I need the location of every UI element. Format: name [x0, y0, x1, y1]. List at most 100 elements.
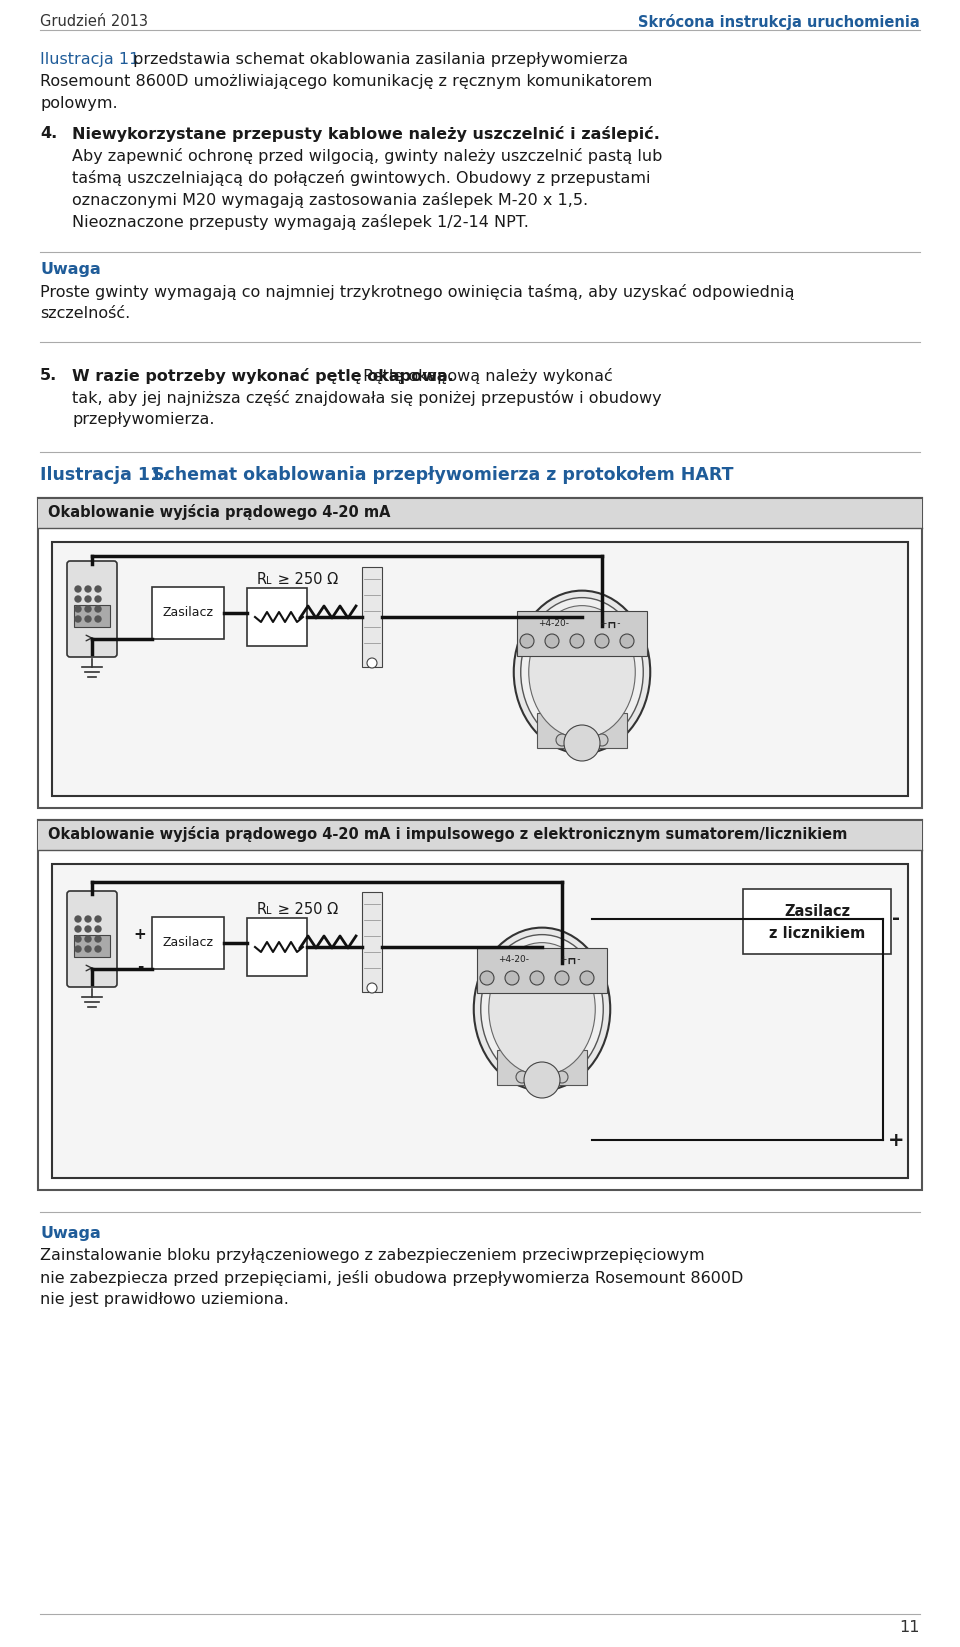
Text: Okablowanie wyjścia prądowego 4-20 mA: Okablowanie wyjścia prądowego 4-20 mA: [48, 504, 391, 520]
Text: R: R: [257, 903, 267, 917]
Circle shape: [556, 735, 568, 746]
Circle shape: [580, 972, 594, 985]
Circle shape: [95, 945, 101, 952]
Text: +┏┓-: +┏┓-: [560, 955, 581, 965]
Text: Zasilacz: Zasilacz: [162, 937, 213, 950]
Circle shape: [367, 983, 377, 993]
Text: Niewykorzystane przepusty kablowe należy uszczelnić i zaślepić.: Niewykorzystane przepusty kablowe należy…: [72, 127, 660, 142]
Text: nie jest prawidłowo uziemiona.: nie jest prawidłowo uziemiona.: [40, 1291, 289, 1308]
Circle shape: [75, 606, 81, 613]
Text: nie zabezpiecza przed przepięciami, jeśli obudowa przepływomierza Rosemount 8600: nie zabezpiecza przed przepięciami, jeśl…: [40, 1270, 743, 1286]
Circle shape: [95, 616, 101, 623]
Text: 4.: 4.: [40, 127, 58, 142]
Bar: [52, 542, 908, 796]
Text: +4-20-: +4-20-: [539, 619, 569, 628]
Text: Skrócona instrukcja uruchomienia: Skrócona instrukcja uruchomienia: [638, 15, 920, 30]
Bar: [247, 588, 307, 646]
Circle shape: [95, 926, 101, 932]
Text: szczelność.: szczelność.: [40, 306, 131, 321]
Text: Pętlę okapową należy wykonać: Pętlę okapową należy wykonać: [358, 367, 612, 384]
Bar: [247, 917, 307, 977]
Text: Schemat okablowania przepływomierza z protokołem HART: Schemat okablowania przepływomierza z pr…: [140, 466, 733, 484]
Circle shape: [95, 586, 101, 591]
Text: 5.: 5.: [40, 367, 58, 384]
Text: taśmą uszczelniającą do połączeń gwintowych. Obudowy z przepustami: taśmą uszczelniającą do połączeń gwintow…: [72, 170, 651, 186]
Circle shape: [75, 935, 81, 942]
Circle shape: [545, 634, 559, 647]
Bar: [38, 820, 922, 1191]
Circle shape: [555, 972, 569, 985]
Circle shape: [95, 916, 101, 922]
FancyBboxPatch shape: [67, 562, 117, 657]
Text: +4-20-: +4-20-: [498, 955, 530, 965]
Text: W razie potrzeby wykonać pętlę okapową.: W razie potrzeby wykonać pętlę okapową.: [72, 367, 454, 384]
Circle shape: [85, 596, 91, 603]
Circle shape: [75, 945, 81, 952]
Circle shape: [85, 606, 91, 613]
Text: Ilustracja 11: Ilustracja 11: [40, 53, 139, 68]
Text: Rosemount 8600D umożliwiającego komunikację z ręcznym komunikatorem: Rosemount 8600D umożliwiającego komunika…: [40, 74, 653, 89]
Text: +┏┓-: +┏┓-: [599, 619, 621, 628]
Circle shape: [95, 596, 101, 603]
Text: Grudzień 2013: Grudzień 2013: [40, 15, 148, 30]
Text: Zasilacz: Zasilacz: [784, 904, 850, 919]
Text: przedstawia schemat okablowania zasilania przepływomierza: przedstawia schemat okablowania zasilani…: [128, 53, 628, 68]
Text: ≥ 250 Ω: ≥ 250 Ω: [273, 903, 338, 917]
Circle shape: [556, 1071, 568, 1084]
Bar: [152, 917, 224, 968]
Bar: [152, 586, 224, 639]
Circle shape: [480, 972, 494, 985]
Circle shape: [75, 926, 81, 932]
Text: L: L: [266, 576, 272, 586]
Text: +: +: [133, 927, 146, 942]
Circle shape: [95, 935, 101, 942]
Circle shape: [85, 916, 91, 922]
Bar: [477, 949, 607, 993]
Circle shape: [75, 616, 81, 623]
Circle shape: [85, 945, 91, 952]
Circle shape: [564, 725, 600, 761]
Text: +: +: [888, 1130, 904, 1150]
Circle shape: [620, 634, 634, 647]
Circle shape: [524, 1062, 560, 1099]
Circle shape: [570, 634, 584, 647]
Text: ≥ 250 Ω: ≥ 250 Ω: [273, 572, 338, 586]
Circle shape: [505, 972, 519, 985]
Bar: [497, 1051, 587, 1085]
Text: z licznikiem: z licznikiem: [769, 926, 865, 940]
Circle shape: [595, 634, 609, 647]
Circle shape: [85, 935, 91, 942]
Bar: [743, 889, 891, 954]
Bar: [38, 820, 922, 850]
Text: oznaczonymi M20 wymagają zastosowania zaślepek M-20 x 1,5.: oznaczonymi M20 wymagają zastosowania za…: [72, 193, 588, 208]
Text: tak, aby jej najniższa część znajdowała się poniżej przepustów i obudowy: tak, aby jej najniższa część znajdowała …: [72, 390, 661, 407]
Bar: [517, 611, 647, 656]
Text: Uwaga: Uwaga: [40, 1225, 101, 1240]
Text: -: -: [137, 959, 143, 973]
Text: Uwaga: Uwaga: [40, 262, 101, 277]
Circle shape: [516, 1071, 528, 1084]
Text: przepływomierza.: przepływomierza.: [72, 412, 214, 427]
Text: R: R: [257, 572, 267, 586]
Circle shape: [596, 735, 608, 746]
Ellipse shape: [520, 598, 643, 746]
Bar: [362, 893, 382, 991]
Ellipse shape: [489, 942, 595, 1075]
Ellipse shape: [473, 927, 611, 1090]
Circle shape: [75, 916, 81, 922]
Text: Nieoznaczone przepusty wymagają zaślepek 1/2-14 NPT.: Nieoznaczone przepusty wymagają zaślepek…: [72, 214, 529, 231]
Circle shape: [75, 596, 81, 603]
Circle shape: [95, 606, 101, 613]
Circle shape: [367, 659, 377, 669]
Text: Okablowanie wyjścia prądowego 4-20 mA i impulsowego z elektronicznym sumatorem/l: Okablowanie wyjścia prądowego 4-20 mA i …: [48, 827, 848, 842]
Text: L: L: [266, 906, 272, 916]
Bar: [52, 865, 908, 1178]
Circle shape: [530, 972, 544, 985]
Circle shape: [85, 926, 91, 932]
Text: Aby zapewnić ochronę przed wilgocią, gwinty należy uszczelnić pastą lub: Aby zapewnić ochronę przed wilgocią, gwi…: [72, 148, 662, 165]
Bar: [537, 713, 627, 748]
Ellipse shape: [514, 591, 650, 753]
Circle shape: [85, 586, 91, 591]
Bar: [362, 567, 382, 667]
Bar: [38, 497, 922, 809]
